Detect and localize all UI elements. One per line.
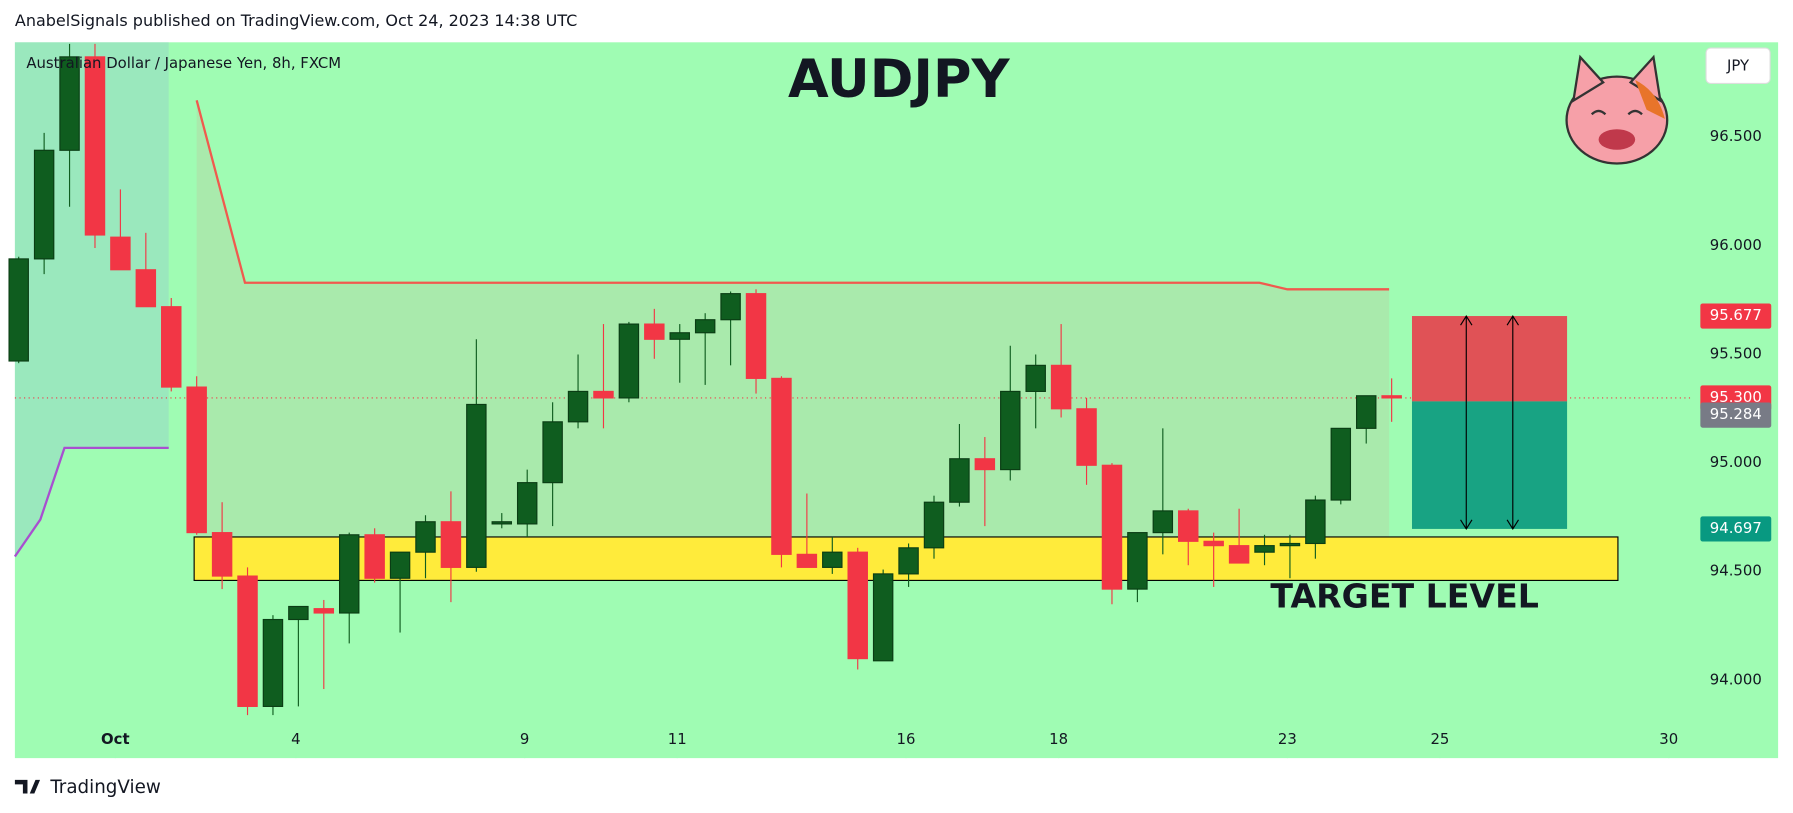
candle-body [1025,364,1046,392]
candle-body [1178,510,1199,542]
price-label-box [1700,402,1772,428]
x-tick-label: 16 [897,730,916,748]
candle-body [1076,408,1097,466]
y-tick-label: 94.000 [1710,670,1762,688]
price-label: 95.677 [1710,306,1762,324]
candle-body [186,386,207,534]
candle-body [593,390,614,399]
candle-body [211,532,233,577]
candle-body [84,56,106,236]
price-label: 95.284 [1710,405,1762,423]
candle-body [338,534,360,614]
y-tick-label: 96.500 [1710,127,1762,145]
y-tick-label: 96.000 [1710,236,1762,254]
candle-body [1279,542,1301,547]
candle-body [644,323,665,340]
candle-body [33,149,55,260]
candle-body [8,258,29,362]
subtitle: Australian Dollar / Japanese Yen, 8h, FX… [26,54,341,72]
arrow [1506,314,1520,531]
candle-body [237,575,258,707]
candle-body [669,332,690,340]
price-label: 94.697 [1710,519,1762,537]
candle-body [491,521,513,525]
candle-body [1152,510,1174,534]
candle-body [872,573,894,662]
candle-body [1254,545,1275,553]
y-tick-label: 94.500 [1710,562,1762,580]
y-tick-label: 95.000 [1710,453,1762,471]
tv-logo [14,779,41,794]
candle-body [1381,395,1402,399]
price-label-box [1700,303,1772,329]
candle-body [567,390,589,423]
candle-body [466,403,487,568]
candle-body [1305,499,1326,545]
candle-body [364,534,385,579]
y-tick-label: 95.500 [1710,344,1762,362]
x-tick-label: 9 [520,730,529,748]
x-tick-label: 23 [1278,730,1297,748]
candle-body [1101,464,1123,590]
candle-body [1203,540,1224,547]
candle-body [796,553,818,568]
candle-body [135,269,157,308]
candle-body [161,306,182,388]
candle-body [974,458,996,471]
candle-body [110,236,131,271]
mascot [1565,54,1669,165]
candle-body [618,323,640,399]
candle-body [923,501,945,549]
candle-body [694,319,716,334]
candle-body [262,618,284,707]
chart-title: AUDJPY [788,49,1011,110]
candle-body [516,482,538,525]
position-stop [1411,316,1568,402]
candle-body [1228,545,1250,564]
x-tick-label: 30 [1659,730,1678,748]
annotation: TARGET LEVEL [1270,577,1538,616]
candle-body [1127,532,1148,590]
candle-body [847,551,868,660]
candle-body [1355,395,1377,429]
candle-body [1330,427,1352,501]
indicator-line [195,100,1390,291]
arrow [1460,314,1473,531]
currency[interactable]: JPY [1726,56,1750,74]
candle-body [542,421,563,484]
candle-body [949,458,970,503]
header: AnabelSignals published on TradingView.c… [15,11,577,30]
candle-body [1050,364,1072,410]
price-label: 95.300 [1710,388,1762,406]
candle-body [745,293,767,379]
candle-body [1000,390,1021,471]
candle-body [771,377,792,555]
x-tick-label: 4 [291,730,300,748]
candle-body [59,56,80,151]
x-tick-label: 18 [1049,730,1068,748]
x-tick-label: 11 [668,730,687,748]
x-tick-label: 25 [1430,730,1449,748]
candle-body [898,547,919,575]
candle-body [313,608,335,614]
candle-body [389,551,411,579]
candle-body [440,521,462,568]
candle-body [415,521,436,553]
currency-box[interactable] [1705,47,1771,85]
position-target [1411,401,1568,529]
candle-body [720,293,741,321]
indicator-line [13,446,169,558]
candle-body [822,551,843,568]
x-tick-label: Oct [101,730,130,748]
price-label-box [1700,516,1772,542]
candle-body [288,605,309,621]
footer: TradingView [49,777,161,798]
